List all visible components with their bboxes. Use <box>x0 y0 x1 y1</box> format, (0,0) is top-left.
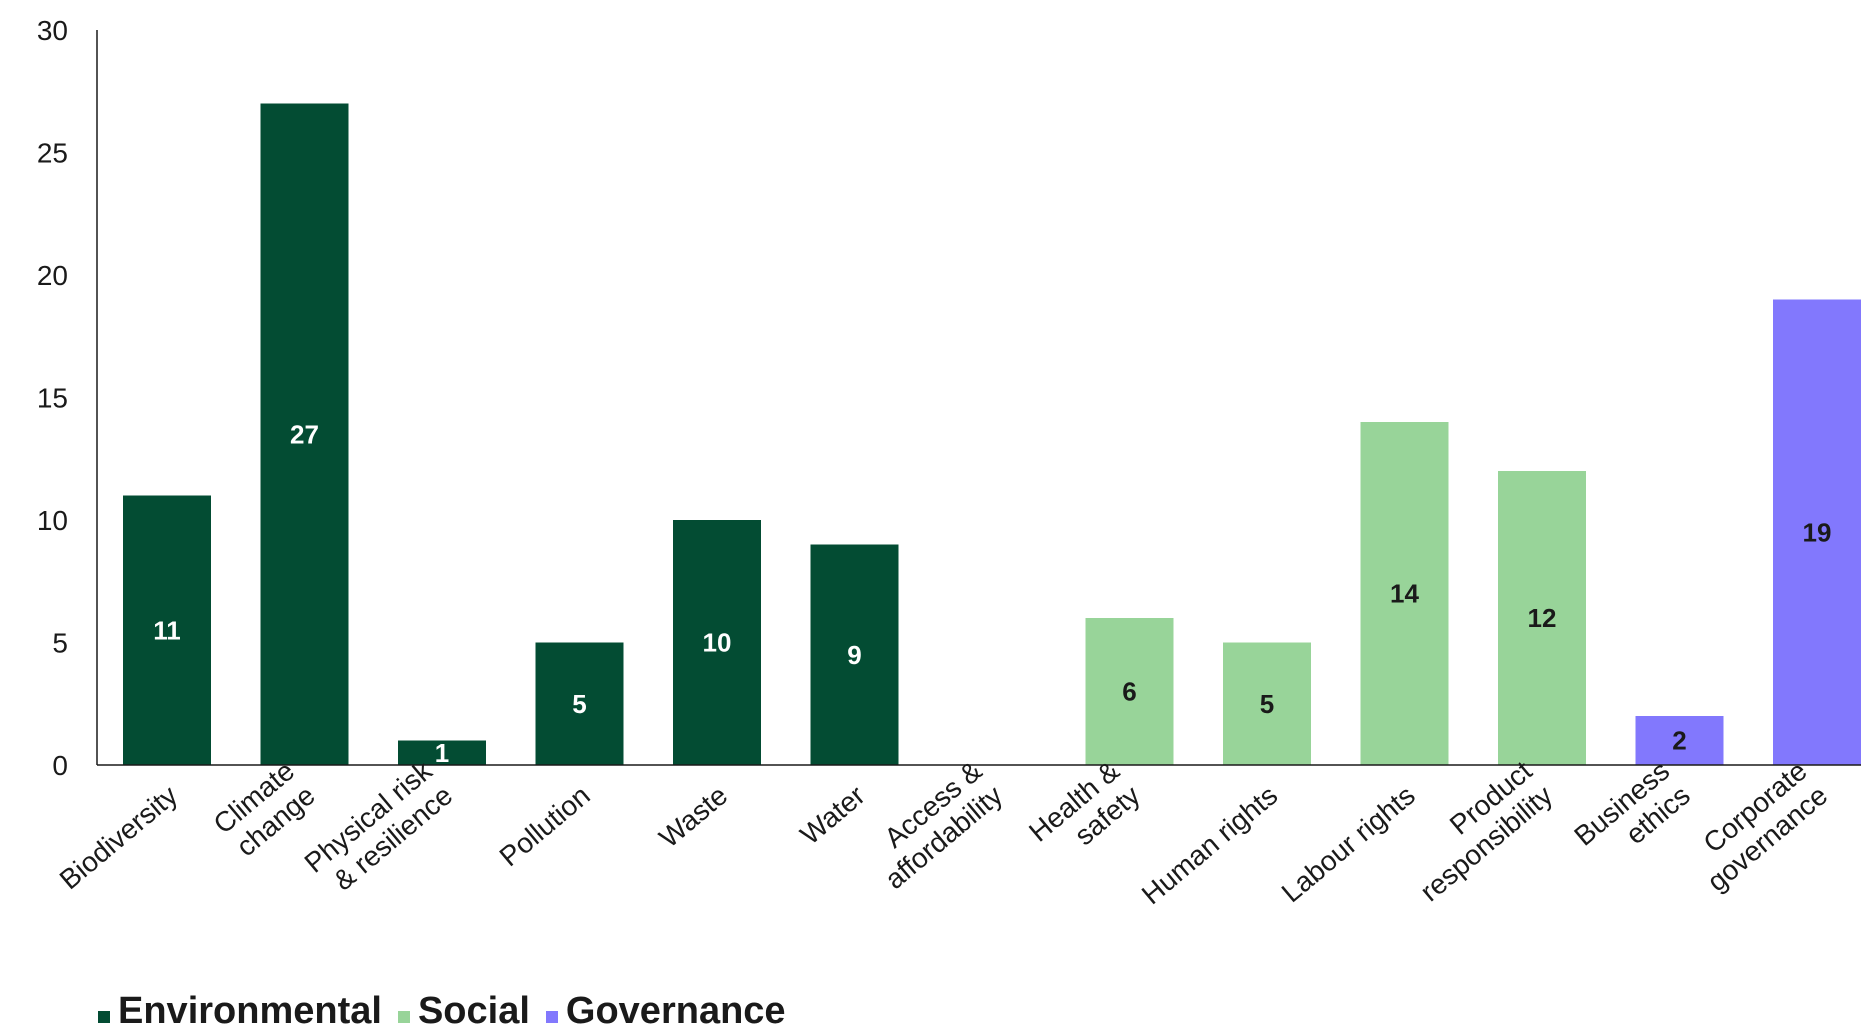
y-tick-label: 5 <box>52 628 68 659</box>
y-tick-label: 10 <box>37 505 68 536</box>
category-label-line: Biodiversity <box>54 780 184 896</box>
legend-item: Environmental <box>98 990 382 1033</box>
value-label: 5 <box>572 689 586 719</box>
legend-swatch <box>545 1011 558 1023</box>
y-tick-label: 0 <box>52 750 68 781</box>
bar <box>398 740 486 765</box>
bar <box>673 520 761 765</box>
category-label: Access &affordability <box>858 755 1008 895</box>
category-label: Corporategovernance <box>1681 755 1834 897</box>
category-label: Pollution <box>494 780 596 873</box>
category-label: Human rights <box>1136 780 1283 911</box>
value-label: 11 <box>153 615 181 645</box>
value-label: 27 <box>290 419 319 449</box>
category-label: Climatechange <box>208 755 321 864</box>
value-labels: 11 27 1 5 10 9 6 5 14 12 2 19 <box>153 419 1831 768</box>
legend-item: Social <box>397 990 530 1033</box>
bar <box>260 103 349 765</box>
legend-label: Governance <box>565 990 786 1032</box>
bar <box>1223 642 1311 765</box>
value-label: 19 <box>1803 517 1832 547</box>
category-label: Labour rights <box>1276 780 1421 909</box>
value-label: 12 <box>1528 603 1557 633</box>
bar <box>1773 299 1861 765</box>
category-label: Physical risk& resilience <box>299 754 459 903</box>
category-label-line: Waste <box>653 780 733 854</box>
category-label: Productresponsibility <box>1394 755 1559 907</box>
legend-label: Social <box>417 990 530 1032</box>
category-label-line: Human rights <box>1136 780 1283 911</box>
legend: Environmental Social Governance <box>98 990 802 1033</box>
legend-label: Environmental <box>118 990 382 1032</box>
bar <box>535 642 624 765</box>
value-label: 1 <box>435 738 449 768</box>
bar <box>810 544 899 765</box>
y-axis-ticks: 0 5 10 15 20 25 30 <box>37 15 68 781</box>
category-label: Waste <box>653 780 733 854</box>
value-label: 2 <box>1672 726 1686 756</box>
bar <box>1085 618 1174 765</box>
value-label: 14 <box>1390 579 1419 609</box>
bar <box>1498 471 1586 765</box>
legend-swatch <box>397 1011 410 1023</box>
bar <box>123 495 211 765</box>
y-tick-label: 30 <box>37 15 68 46</box>
bars <box>123 103 1861 765</box>
bar <box>1360 422 1449 765</box>
y-tick-label: 15 <box>37 383 68 414</box>
bar <box>1635 716 1724 765</box>
value-label: 5 <box>1260 689 1274 719</box>
category-label-line: Pollution <box>494 780 596 873</box>
category-label-line: Labour rights <box>1276 780 1421 909</box>
value-label: 10 <box>703 628 732 658</box>
category-label: Businessethics <box>1568 755 1696 876</box>
value-label: 6 <box>1122 677 1136 707</box>
value-label: 9 <box>847 640 861 670</box>
axes <box>96 30 1861 766</box>
y-tick-label: 20 <box>37 260 68 291</box>
legend-swatch <box>98 1011 110 1023</box>
y-tick-label: 25 <box>37 138 68 169</box>
category-label: Health &safety <box>1023 755 1146 872</box>
category-label: Biodiversity <box>54 780 184 896</box>
legend-item: Governance <box>545 990 786 1033</box>
category-label-line: Water <box>794 780 870 851</box>
category-label: Water <box>794 780 870 851</box>
